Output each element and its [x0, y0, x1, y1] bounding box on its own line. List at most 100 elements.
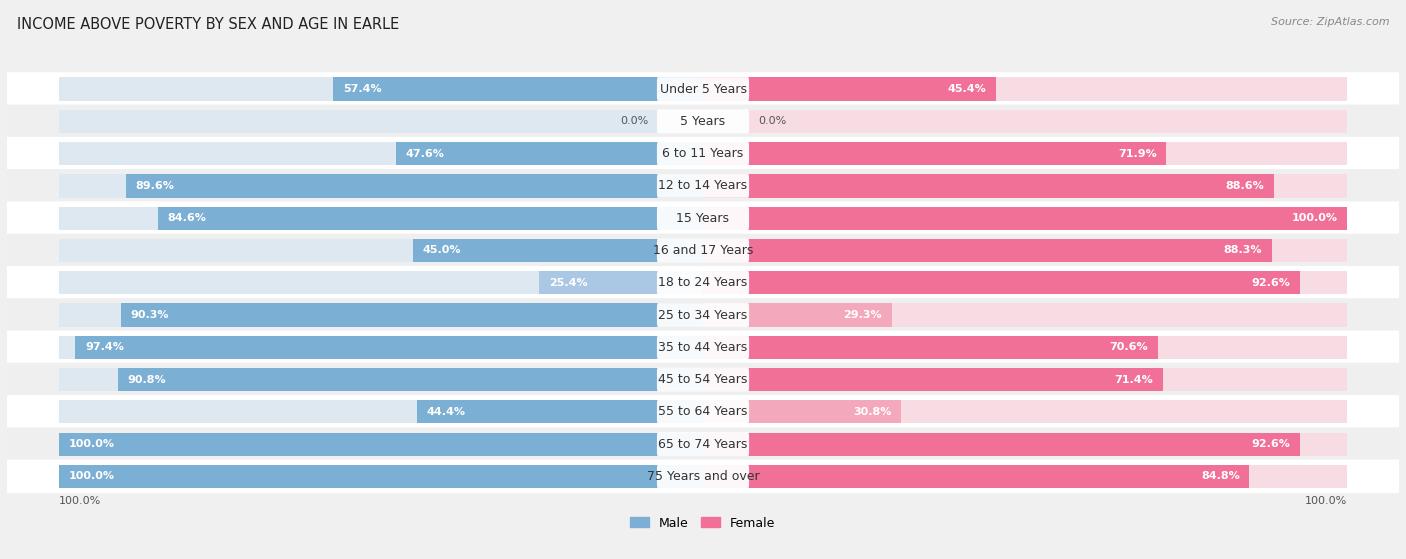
Bar	[76, 335, 703, 359]
FancyBboxPatch shape	[657, 368, 749, 391]
Bar	[703, 465, 1347, 488]
Text: 65 to 74 Years: 65 to 74 Years	[658, 438, 748, 451]
FancyBboxPatch shape	[657, 110, 749, 133]
Text: 16 and 17 Years: 16 and 17 Years	[652, 244, 754, 257]
Text: 100.0%: 100.0%	[1305, 496, 1347, 506]
Bar	[59, 206, 703, 230]
Text: 0.0%: 0.0%	[620, 116, 648, 126]
Text: 100.0%: 100.0%	[59, 496, 101, 506]
Bar	[703, 433, 1347, 456]
Text: 71.9%: 71.9%	[1118, 149, 1157, 159]
Bar	[703, 304, 891, 326]
Bar	[703, 239, 1272, 262]
Text: 25 to 34 Years: 25 to 34 Years	[658, 309, 748, 321]
Text: 90.8%: 90.8%	[128, 375, 166, 385]
Text: 5 Years: 5 Years	[681, 115, 725, 128]
Bar	[396, 142, 703, 165]
Bar	[121, 304, 703, 326]
Text: 12 to 14 Years: 12 to 14 Years	[658, 179, 748, 192]
FancyBboxPatch shape	[657, 400, 749, 424]
FancyBboxPatch shape	[7, 105, 1399, 138]
Text: 84.6%: 84.6%	[167, 213, 207, 223]
Bar	[703, 239, 1347, 262]
Bar	[703, 271, 1347, 295]
Bar	[59, 271, 703, 295]
Bar	[703, 271, 1299, 295]
Bar	[703, 78, 995, 101]
Bar	[59, 433, 703, 456]
FancyBboxPatch shape	[7, 330, 1399, 364]
FancyBboxPatch shape	[7, 298, 1399, 332]
Text: 88.6%: 88.6%	[1226, 181, 1264, 191]
Bar	[703, 142, 1167, 165]
Text: 70.6%: 70.6%	[1109, 342, 1149, 352]
Bar	[703, 368, 1347, 391]
Text: 90.3%: 90.3%	[131, 310, 169, 320]
Bar	[703, 304, 1347, 326]
Text: 35 to 44 Years: 35 to 44 Years	[658, 341, 748, 354]
FancyBboxPatch shape	[7, 169, 1399, 203]
Text: 0.0%: 0.0%	[758, 116, 786, 126]
FancyBboxPatch shape	[7, 72, 1399, 106]
FancyBboxPatch shape	[7, 201, 1399, 235]
Text: 92.6%: 92.6%	[1251, 278, 1291, 288]
Bar	[703, 368, 1163, 391]
Text: Source: ZipAtlas.com: Source: ZipAtlas.com	[1271, 17, 1389, 27]
Text: 89.6%: 89.6%	[135, 181, 174, 191]
FancyBboxPatch shape	[7, 395, 1399, 429]
Text: INCOME ABOVE POVERTY BY SEX AND AGE IN EARLE: INCOME ABOVE POVERTY BY SEX AND AGE IN E…	[17, 17, 399, 32]
Text: 55 to 64 Years: 55 to 64 Years	[658, 405, 748, 418]
Bar	[703, 400, 1347, 424]
Bar	[703, 335, 1347, 359]
Text: 6 to 11 Years: 6 to 11 Years	[662, 147, 744, 160]
Text: 88.3%: 88.3%	[1223, 245, 1263, 255]
FancyBboxPatch shape	[7, 459, 1399, 493]
FancyBboxPatch shape	[657, 141, 749, 165]
Text: 84.8%: 84.8%	[1201, 471, 1240, 481]
FancyBboxPatch shape	[7, 266, 1399, 300]
Legend: Male, Female: Male, Female	[626, 511, 780, 534]
Bar	[703, 433, 1299, 456]
Text: 71.4%: 71.4%	[1115, 375, 1153, 385]
Bar	[59, 433, 703, 456]
FancyBboxPatch shape	[7, 363, 1399, 396]
Text: 45.0%: 45.0%	[423, 245, 461, 255]
Text: 15 Years: 15 Years	[676, 212, 730, 225]
Bar	[333, 78, 703, 101]
Text: 97.4%: 97.4%	[84, 342, 124, 352]
FancyBboxPatch shape	[657, 239, 749, 262]
Bar	[703, 174, 1274, 197]
FancyBboxPatch shape	[7, 234, 1399, 267]
Text: 75 Years and over: 75 Years and over	[647, 470, 759, 483]
Bar	[125, 174, 703, 197]
Text: 44.4%: 44.4%	[426, 407, 465, 417]
FancyBboxPatch shape	[657, 432, 749, 456]
Bar	[59, 304, 703, 326]
Bar	[703, 78, 1347, 101]
Bar	[418, 400, 703, 424]
Bar	[118, 368, 703, 391]
Text: 45.4%: 45.4%	[948, 84, 986, 94]
Bar	[703, 465, 1250, 488]
FancyBboxPatch shape	[657, 206, 749, 230]
Bar	[413, 239, 703, 262]
FancyBboxPatch shape	[657, 271, 749, 295]
Bar	[59, 400, 703, 424]
Text: 100.0%: 100.0%	[1292, 213, 1337, 223]
FancyBboxPatch shape	[657, 303, 749, 327]
Bar	[59, 465, 703, 488]
Bar	[703, 174, 1347, 197]
Text: 25.4%: 25.4%	[548, 278, 588, 288]
Text: 45 to 54 Years: 45 to 54 Years	[658, 373, 748, 386]
Bar	[540, 271, 703, 295]
Text: Under 5 Years: Under 5 Years	[659, 83, 747, 96]
Bar	[59, 142, 703, 165]
Bar	[703, 335, 1159, 359]
Bar	[59, 174, 703, 197]
Bar	[703, 110, 1347, 133]
Bar	[59, 78, 703, 101]
Text: 100.0%: 100.0%	[69, 471, 114, 481]
Bar	[59, 465, 703, 488]
Text: 92.6%: 92.6%	[1251, 439, 1291, 449]
Bar	[59, 239, 703, 262]
